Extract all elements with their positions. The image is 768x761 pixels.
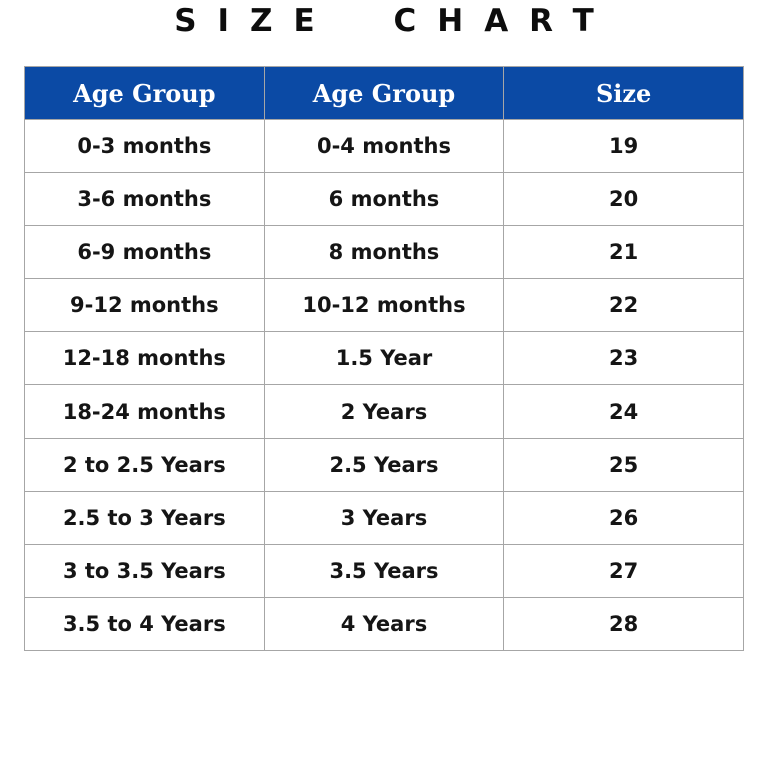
cell-age-group-1: 2.5 to 3 Years: [24, 490, 265, 545]
header-age-group-2: Age Group: [263, 66, 505, 120]
size-chart-table: Age Group Age Group Size 0-3 months 0-4 m…: [24, 66, 744, 651]
table-row: 0-3 months 0-4 months 19: [24, 118, 744, 174]
cell-age-group-2: 2.5 Years: [263, 437, 505, 492]
cell-age-group-2: 6 months: [263, 172, 505, 227]
table-row: 6-9 months 8 months 21: [24, 225, 744, 280]
page-title: SIZE CHART: [174, 3, 615, 39]
cell-age-group-2: 2 Years: [263, 384, 505, 439]
cell-size: 27: [503, 543, 744, 598]
cell-age-group-1: 18-24 months: [24, 384, 265, 439]
cell-age-group-2: 1.5 Year: [263, 331, 505, 386]
cell-age-group-2: 0-4 months: [263, 118, 505, 174]
header-row: Age Group Age Group Size: [24, 66, 744, 120]
cell-age-group-1: 9-12 months: [24, 278, 265, 333]
cell-age-group-1: 6-9 months: [24, 225, 265, 280]
cell-size: 22: [503, 278, 744, 333]
header-size: Size: [503, 66, 744, 120]
cell-size: 21: [503, 225, 744, 280]
table-row: 3-6 months 6 months 20: [24, 172, 744, 227]
cell-age-group-2: 10-12 months: [263, 278, 505, 333]
table-row: 3.5 to 4 Years 4 Years 28: [24, 596, 744, 651]
cell-size: 20: [503, 172, 744, 227]
table-row: 2 to 2.5 Years 2.5 Years 25: [24, 437, 744, 492]
table-header: Age Group Age Group Size: [24, 66, 744, 120]
table-row: 9-12 months 10-12 months 22: [24, 278, 744, 333]
cell-age-group-2: 4 Years: [263, 596, 505, 651]
table-row: 2.5 to 3 Years 3 Years 26: [24, 490, 744, 545]
table-row: 18-24 months 2 Years 24: [24, 384, 744, 439]
cell-size: 28: [503, 596, 744, 651]
cell-size: 26: [503, 490, 744, 545]
table-body: 0-3 months 0-4 months 19 3-6 months 6 months…: [24, 118, 744, 651]
cell-age-group-1: 3 to 3.5 Years: [24, 543, 265, 598]
cell-size: 24: [503, 384, 744, 439]
table-row: 3 to 3.5 Years 3.5 Years 27: [24, 543, 744, 598]
header-age-group-1: Age Group: [24, 66, 265, 120]
cell-age-group-2: 8 months: [263, 225, 505, 280]
cell-age-group-1: 12-18 months: [24, 331, 265, 386]
cell-size: 23: [503, 331, 744, 386]
cell-age-group-1: 0-3 months: [24, 118, 265, 174]
cell-age-group-2: 3 Years: [263, 490, 505, 545]
cell-age-group-2: 3.5 Years: [263, 543, 505, 598]
cell-size: 25: [503, 437, 744, 492]
cell-size: 19: [503, 118, 744, 174]
table-row: 12-18 months 1.5 Year 23: [24, 331, 744, 386]
cell-age-group-1: 2 to 2.5 Years: [24, 437, 265, 492]
cell-age-group-1: 3-6 months: [24, 172, 265, 227]
cell-age-group-1: 3.5 to 4 Years: [24, 596, 265, 651]
